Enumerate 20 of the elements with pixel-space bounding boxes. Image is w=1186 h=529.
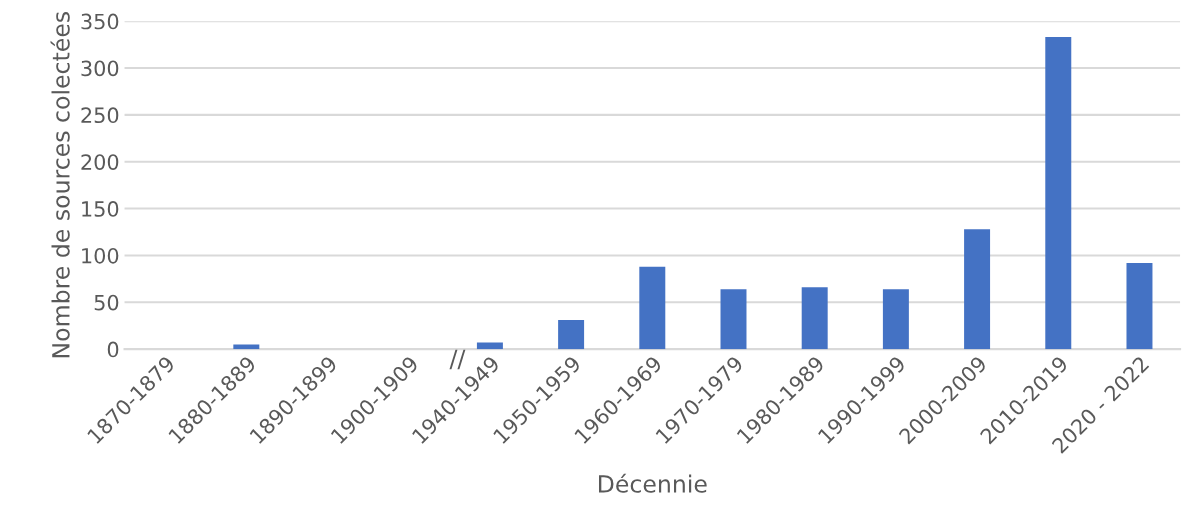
bar <box>1126 262 1153 350</box>
y-axis-title: Nombre de sources colectées <box>50 11 70 358</box>
bar <box>882 289 909 350</box>
y-tick-label: 250 <box>81 107 119 124</box>
bar <box>1045 37 1072 350</box>
x-axis-title: Décennie <box>599 473 707 493</box>
bar <box>964 229 991 350</box>
bar <box>639 266 666 350</box>
y-tick-label: 0 <box>107 341 119 358</box>
y-tick-label: 300 <box>81 60 119 77</box>
bar <box>233 344 260 350</box>
bar <box>476 342 503 350</box>
y-tick-label: 200 <box>81 154 119 170</box>
bar <box>720 289 747 350</box>
y-tick-label: 350 <box>81 13 119 30</box>
y-tick-label: 150 <box>82 201 119 217</box>
y-tick-label: 50 <box>94 294 119 311</box>
bar <box>558 320 585 350</box>
y-tick-label: 100 <box>82 247 119 264</box>
bar <box>801 287 828 350</box>
